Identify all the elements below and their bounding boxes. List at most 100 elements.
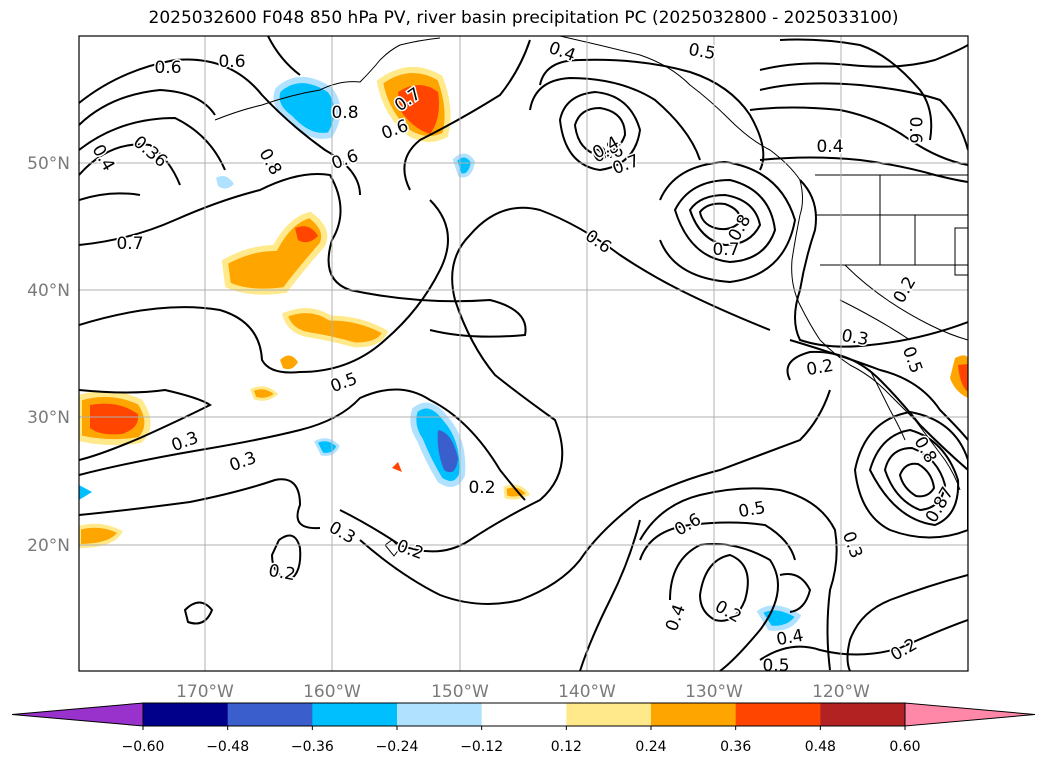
contour-labels: 0.6 0.8 0.6 0.7 0.6 0.4 0.5 0.5 0.6 0.4 0.36 0.8 0.6… <box>86 36 960 676</box>
neg-anomaly-south-hawaii-core <box>437 430 458 473</box>
contour-label: 0.6 <box>329 146 361 174</box>
colorbar-extend-low <box>11 702 144 727</box>
contour-label: 0.5 <box>737 498 767 522</box>
us-west-coastline <box>791 214 961 491</box>
contour-label: 0.6 <box>154 58 181 78</box>
contour-label: 0.5 <box>762 656 789 676</box>
pv-contour <box>529 76 701 161</box>
contour-label: 0.3 <box>227 448 259 476</box>
contour-label: 0.7 <box>116 234 143 254</box>
pv-contour <box>659 160 797 284</box>
contour-label: 0.4 <box>546 38 578 66</box>
pv-contour <box>673 178 777 264</box>
contour-label: 0.4 <box>662 602 690 634</box>
contour-label: 0.3 <box>325 518 358 549</box>
pv-contour <box>639 487 838 671</box>
neg-anomaly-left-edge <box>79 485 92 500</box>
pv-contour <box>698 553 749 622</box>
pv-contour <box>267 36 301 76</box>
lon-tick-label: 150°W <box>431 682 489 702</box>
colorbar-tick-label: −0.48 <box>206 739 249 755</box>
pv-contour <box>359 389 831 605</box>
colorbar-swatch <box>143 703 229 726</box>
contour-label: 0.3 <box>838 529 866 561</box>
neg-anomaly-small-1 <box>313 438 340 456</box>
pos-anomaly-east-edge-core <box>958 364 968 392</box>
lat-tick-label: 40°N <box>27 281 70 301</box>
pv-contour <box>779 38 933 141</box>
contour-label: 0.4 <box>88 141 119 174</box>
colorbar-frame <box>142 702 906 727</box>
contour-label: 0.7 <box>712 240 739 260</box>
contour-label: 0.6 <box>905 116 925 143</box>
pos-anomaly-west-core <box>90 403 139 435</box>
contour-label: 0.4 <box>775 626 805 650</box>
bc-coastline <box>559 36 803 216</box>
pv-contour <box>779 573 812 613</box>
neg-anomaly-gulf-alaska-west <box>273 77 341 139</box>
colorbar-tick-label: 0.24 <box>635 739 666 755</box>
colorbar-swatch <box>735 703 821 726</box>
pv-contour <box>669 543 779 671</box>
pv-contour <box>270 534 302 582</box>
pv-contour <box>759 82 968 151</box>
pv-contour <box>579 519 641 671</box>
colorbar-extend-high <box>904 702 1036 727</box>
pv-contour <box>79 478 321 530</box>
contour-label: 0.2 <box>267 561 297 585</box>
lat-axis: 50°N 40°N 30°N 20°N <box>27 154 70 556</box>
lon-tick-label: 170°W <box>176 682 234 702</box>
pv-contour <box>688 193 762 247</box>
alaska-coastline <box>214 37 441 121</box>
lon-tick-label: 130°W <box>685 682 743 702</box>
pv-contour <box>786 350 968 471</box>
colorbar-swatch <box>397 703 483 726</box>
pv-contour <box>639 521 796 561</box>
contour-label: 0.87 <box>922 484 958 527</box>
contour-label: 0.5 <box>898 344 926 376</box>
hawaii-islands <box>384 539 401 557</box>
contour-label: 0.6 <box>671 510 704 541</box>
lat-tick-label: 50°N <box>27 154 70 174</box>
map-title: 2025032600 F048 850 hPa PV, river basin … <box>148 8 899 28</box>
pv-contour <box>79 88 216 126</box>
pos-anomaly-small-d <box>392 462 402 472</box>
pos-anomaly-west-south <box>79 523 123 549</box>
pv-contour <box>79 199 449 374</box>
colorbar: −0.60 −0.48 −0.36 −0.24 −0.12 0.12 0.24 0.36 0.4… <box>11 702 1036 755</box>
pv-contour <box>846 574 968 671</box>
contour-label: 0.8 <box>255 145 286 178</box>
colorbar-tick-label: 0.60 <box>889 739 920 755</box>
contour-label: 0.5 <box>328 369 360 397</box>
colorbar-tick-label: −0.24 <box>376 739 419 755</box>
pv-contour <box>79 192 141 201</box>
colorbar-tick-label: 0.12 <box>551 739 582 755</box>
pv-contour <box>868 428 960 527</box>
pv-contour <box>759 44 968 71</box>
gridlines <box>79 36 968 671</box>
pv-contour <box>749 106 968 166</box>
mexico-coastline <box>869 369 906 441</box>
colorbar-swatch <box>312 703 398 726</box>
neg-anomaly-southeast <box>756 605 802 631</box>
colorbar-swatch <box>820 703 906 726</box>
state-border <box>954 227 968 276</box>
pos-anomaly-north-central-core <box>295 226 318 243</box>
colorbar-tick-label: 0.48 <box>805 739 836 755</box>
colorbar-swatch <box>651 703 737 726</box>
lon-axis: 170°W 160°W 150°W 140°W 130°W 120°W <box>176 682 870 702</box>
pv-contour <box>79 116 226 171</box>
neg-anomaly-small-2 <box>216 176 234 189</box>
pv-contour <box>79 388 526 501</box>
lat-tick-label: 20°N <box>27 536 70 556</box>
pv-contour <box>794 179 968 348</box>
contour-label: 0.6 <box>595 141 625 165</box>
state-border <box>844 264 968 341</box>
pos-anomaly-central <box>281 308 389 348</box>
contour-layer <box>79 36 968 671</box>
pv-contour <box>183 601 214 625</box>
pv-contour <box>339 206 771 553</box>
contour-label: 0.2 <box>394 536 426 564</box>
pos-anomaly-small-a <box>280 355 298 370</box>
pos-anomaly-small-b <box>250 386 279 401</box>
